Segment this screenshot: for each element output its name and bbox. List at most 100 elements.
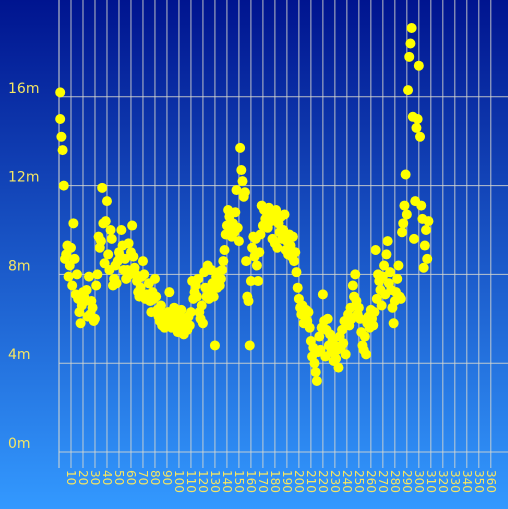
data-point <box>243 296 254 307</box>
data-point <box>55 87 66 98</box>
data-point <box>241 256 252 267</box>
data-point <box>209 340 220 351</box>
x-tick-label: 190 <box>280 470 294 493</box>
data-point <box>411 122 422 133</box>
data-point <box>244 340 255 351</box>
data-point <box>101 196 112 207</box>
x-tick-label: 350 <box>472 470 486 493</box>
data-point <box>176 304 187 315</box>
x-tick-label: 30 <box>88 470 102 485</box>
y-tick-label: 12m <box>8 170 39 186</box>
x-tick-label: 130 <box>208 470 222 493</box>
x-tick-label: 250 <box>352 470 366 493</box>
data-point <box>405 38 416 49</box>
data-point <box>111 278 122 289</box>
data-point <box>303 307 314 318</box>
x-tick-label: 140 <box>220 470 234 493</box>
x-tick-label: 230 <box>328 470 342 493</box>
x-tick-label: 340 <box>460 470 474 493</box>
x-tick-label: 360 <box>484 470 498 493</box>
x-tick-label: 160 <box>244 470 258 493</box>
data-point <box>409 233 420 244</box>
data-point <box>63 271 74 282</box>
x-tick-label: 270 <box>376 470 390 493</box>
x-tick-label: 50 <box>112 470 126 485</box>
y-tick-label: 16m <box>8 81 39 97</box>
data-point <box>219 244 230 255</box>
data-point <box>361 349 372 360</box>
y-tick-label: 8m <box>8 258 31 274</box>
data-point <box>392 273 403 284</box>
data-point <box>393 260 404 271</box>
data-point <box>106 233 117 244</box>
data-point <box>253 276 264 287</box>
data-point <box>149 273 160 284</box>
data-point <box>193 273 204 284</box>
data-point <box>421 225 432 235</box>
data-point <box>235 142 246 153</box>
x-tick-label: 320 <box>436 470 450 493</box>
data-point <box>81 284 92 295</box>
data-point <box>239 187 250 198</box>
data-point <box>116 225 127 235</box>
data-point <box>237 176 248 187</box>
data-point <box>385 267 396 278</box>
data-point <box>119 253 130 264</box>
data-point <box>423 216 434 227</box>
x-tick-label: 200 <box>292 470 306 493</box>
data-point <box>71 269 82 280</box>
x-axis-ticks: 1020304050607080901001101201301401501601… <box>64 470 498 493</box>
data-point <box>231 185 242 196</box>
x-tick-label: 20 <box>76 470 90 485</box>
data-point <box>314 331 325 342</box>
data-point <box>309 358 320 369</box>
x-tick-label: 300 <box>412 470 426 493</box>
data-point <box>406 22 417 33</box>
data-point <box>56 131 67 142</box>
data-point <box>95 236 106 247</box>
data-point <box>291 267 302 278</box>
data-point <box>398 218 409 229</box>
x-tick-label: 210 <box>304 470 318 493</box>
data-point <box>89 313 100 324</box>
data-point <box>359 331 370 342</box>
data-point <box>350 269 361 280</box>
data-point <box>404 51 415 62</box>
data-point <box>232 222 243 233</box>
x-tick-label: 70 <box>136 470 150 485</box>
data-point <box>87 302 98 313</box>
data-point <box>400 169 411 180</box>
x-tick-label: 60 <box>124 470 138 485</box>
data-point <box>279 209 290 220</box>
x-tick-label: 310 <box>424 470 438 493</box>
data-point <box>317 289 328 300</box>
x-tick-label: 260 <box>364 470 378 493</box>
data-point <box>340 349 351 360</box>
data-point <box>331 353 342 364</box>
x-tick-label: 100 <box>172 470 186 493</box>
data-point <box>401 209 412 220</box>
data-point <box>370 244 381 255</box>
data-point <box>272 242 283 253</box>
data-point <box>55 114 66 124</box>
data-point <box>353 302 364 313</box>
data-point <box>333 362 344 373</box>
data-point <box>208 291 219 302</box>
data-point <box>103 249 114 260</box>
data-point <box>418 262 429 273</box>
data-point <box>376 300 387 311</box>
data-point <box>139 269 150 280</box>
y-tick-label: 4m <box>8 347 31 363</box>
x-tick-label: 90 <box>160 470 174 485</box>
data-point <box>254 247 265 258</box>
data-point <box>322 313 333 324</box>
x-tick-label: 150 <box>232 470 246 493</box>
data-point <box>345 302 356 313</box>
data-point <box>91 280 102 291</box>
data-point <box>422 253 433 264</box>
data-point <box>338 338 349 349</box>
data-point <box>57 145 68 156</box>
data-point <box>155 300 166 311</box>
data-point <box>128 251 139 262</box>
